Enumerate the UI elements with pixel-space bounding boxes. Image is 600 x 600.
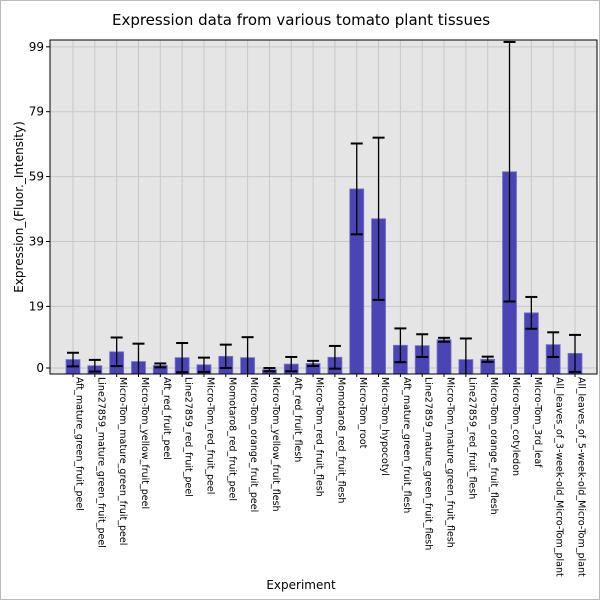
y-tick-label: 79 (29, 105, 44, 119)
x-tick-label: Micro-Tom_root (357, 377, 368, 449)
x-tick-label: Micro-Tom_yellow_fruit_flesh (270, 377, 281, 512)
x-tick-label: Micro-Tom_mature_green_fruit_peel (117, 377, 128, 545)
x-tick-label: Micro-Tom_3rd_leaf (532, 377, 543, 468)
y-tick-label: 99 (29, 40, 44, 54)
x-tick-label: Micro-Tom_red_fruit_flesh (314, 377, 325, 497)
x-tick-label: Line27859_mature_green_fruit_flesh (423, 377, 434, 550)
x-tick-label: Micro-Tom_yellow_fruit_peel (139, 377, 150, 509)
x-tick-label: Momotaro8_red_fruit_flesh (335, 377, 346, 503)
x-tick-label: Micro-Tom_hypocotyl (379, 377, 390, 476)
x-axis-label: Experiment (266, 578, 336, 592)
y-tick-label: 0 (36, 361, 44, 375)
x-tick-label: All_leaves_of_5-week-old_Micro-Tom_plant (576, 377, 587, 577)
x-tick-label: Momotaro8_red_fruit_peel (226, 377, 237, 501)
x-tick-label: Aft_mature_green_fruit_flesh (401, 377, 412, 513)
x-tick-label: Micro-Tom_orange_fruit_peel (248, 377, 259, 512)
x-tick-label: Line27859_red_fruit_peel (183, 377, 194, 497)
x-tick-label: Micro-Tom_orange_fruit_flesh (488, 377, 499, 515)
y-axis-label: Expression_(Fluor._Intensity) (12, 121, 26, 293)
x-tick-label: Aft_mature_green_fruit_peel (74, 377, 85, 511)
chart-title: Expression data from various tomato plan… (111, 11, 491, 29)
y-tick-label: 59 (29, 170, 44, 184)
y-tick-label: 39 (29, 234, 44, 248)
x-tick-label: All_leaves_of_3-week-old_Micro-Tom_plant (554, 377, 565, 577)
x-tick-label: Micro-Tom_cotyledon (510, 377, 521, 476)
bar (436, 339, 452, 375)
x-tick-label: Line27859_mature_green_fruit_peel (95, 377, 106, 548)
y-tick-label: 19 (29, 299, 44, 313)
x-tick-label: Micro-Tom_red_fruit_peel (204, 377, 215, 494)
x-tick-label: Line27859_red_fruit_flesh (466, 377, 477, 499)
x-tick-label: Aft_red_fruit_flesh (292, 377, 303, 462)
x-tick-label: Aft_red_fruit_peel (161, 377, 172, 460)
axes-frame (49, 39, 598, 375)
x-tick-label: Micro-Tom_mature_green_fruit_flesh (445, 377, 456, 548)
